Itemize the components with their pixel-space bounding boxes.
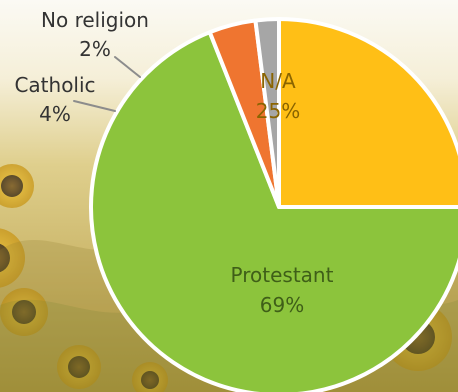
pie-slice-no-religion <box>253 17 281 209</box>
pie-slice-protestant <box>89 30 458 392</box>
callout-label-no-religion: No religion 2% <box>41 8 149 61</box>
slice-label-protestant: Protestant 69% <box>231 263 334 317</box>
top-edge-spacer <box>152 0 312 6</box>
slice-label-n-a: N/A 25% <box>256 69 300 123</box>
leader-line-no-religion <box>114 56 141 78</box>
pie-slice-n-a <box>277 17 458 209</box>
callout-label-catholic: Catholic 4% <box>14 73 95 126</box>
leader-line-catholic <box>73 100 116 112</box>
